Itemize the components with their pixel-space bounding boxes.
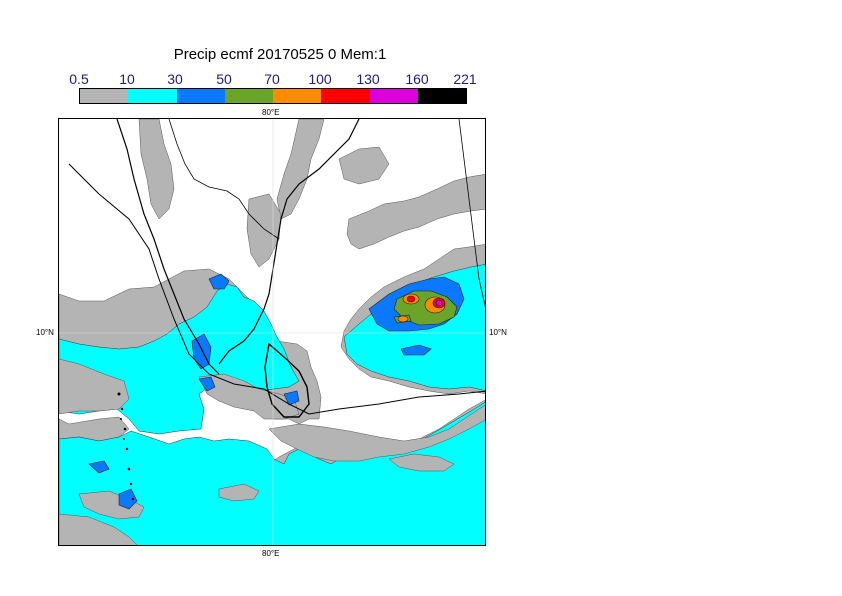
colorbar-segment [369, 89, 418, 103]
colorbar-tick: 10 [119, 71, 135, 87]
map-title: Precip ecmf 20170525 0 Mem:1 [173, 46, 387, 63]
colorbar-segment [128, 89, 177, 103]
colorbar-tick: 70 [264, 71, 280, 87]
colorbar-tick: 50 [216, 71, 232, 87]
colorbar-segment [321, 89, 370, 103]
coastline [68, 119, 485, 418]
colorbar-tick: 30 [167, 71, 183, 87]
colorbar-tick: 160 [405, 71, 429, 87]
colorbar-tick: 100 [308, 71, 332, 87]
precip-cores [397, 293, 446, 323]
precip-map [58, 118, 486, 546]
colorbar-segment [273, 89, 322, 103]
colorbar-segment [176, 89, 225, 103]
lon-label-bottom: 80°E [262, 549, 280, 558]
colorbar-segment [224, 89, 273, 103]
colorbar-segment [417, 89, 466, 103]
colorbar-segment [80, 89, 129, 103]
lat-label-right: 10°N [489, 328, 507, 337]
precip-map-svg [59, 119, 485, 545]
lon-label-top: 80°E [262, 108, 280, 117]
colorbar-tick: 221 [453, 71, 477, 87]
lat-label-left: 10°N [36, 328, 54, 337]
colorbar-tick: 0.5 [69, 71, 89, 87]
colorbar [79, 88, 467, 104]
colorbar-tick: 130 [356, 71, 380, 87]
